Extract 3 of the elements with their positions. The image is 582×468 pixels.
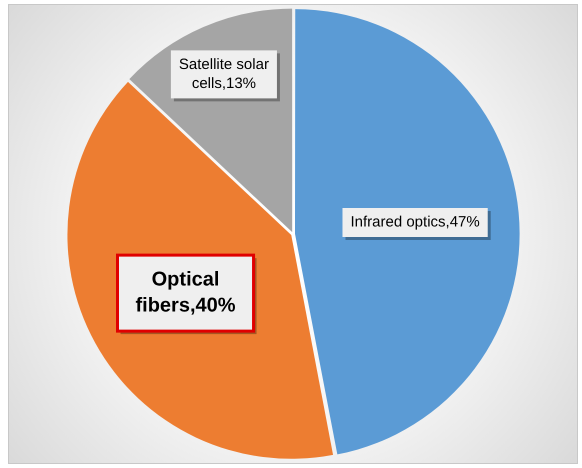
slice-label: Optical fibers,40% — [135, 268, 236, 317]
slice-label: Infrared optics,47% — [350, 214, 480, 231]
slice-label: Satellite solar cells,13% — [178, 56, 269, 92]
